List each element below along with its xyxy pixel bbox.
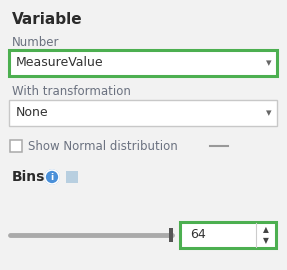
Text: MeasureValue: MeasureValue xyxy=(16,56,104,69)
Text: i: i xyxy=(51,173,54,182)
Text: ▲: ▲ xyxy=(263,225,269,234)
Text: Number: Number xyxy=(12,36,59,49)
FancyBboxPatch shape xyxy=(180,222,276,248)
Text: ▾: ▾ xyxy=(266,58,272,68)
Circle shape xyxy=(45,170,59,184)
FancyBboxPatch shape xyxy=(169,228,173,242)
Text: With transformation: With transformation xyxy=(12,85,131,98)
FancyBboxPatch shape xyxy=(66,171,78,183)
Text: Bins: Bins xyxy=(12,170,45,184)
Text: None: None xyxy=(16,106,49,120)
Text: Variable: Variable xyxy=(12,12,83,27)
FancyBboxPatch shape xyxy=(9,100,277,126)
FancyBboxPatch shape xyxy=(9,50,277,76)
FancyBboxPatch shape xyxy=(10,140,22,152)
Text: ▾: ▾ xyxy=(266,108,272,118)
Text: ▼: ▼ xyxy=(263,236,269,245)
Text: 64: 64 xyxy=(190,228,206,241)
Text: Show Normal distribution: Show Normal distribution xyxy=(28,140,178,153)
